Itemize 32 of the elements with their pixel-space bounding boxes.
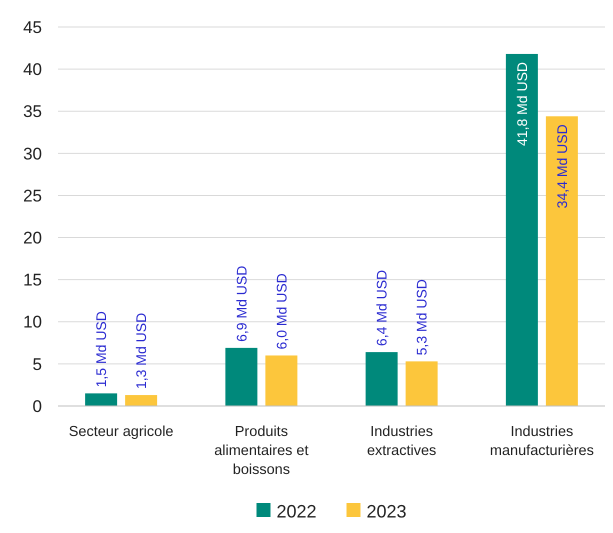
y-tick-label: 30 — [23, 144, 42, 164]
data-label: 41,8 Md USD — [514, 62, 530, 146]
y-tick-label: 5 — [32, 354, 42, 374]
y-tick-label: 0 — [32, 396, 42, 416]
bar — [225, 348, 258, 406]
bar — [85, 393, 118, 406]
y-tick-label: 25 — [23, 186, 42, 206]
data-label: 1,3 Md USD — [133, 312, 150, 390]
data-label: 6,0 Md USD — [273, 273, 290, 350]
data-label: 1,5 Md USD — [93, 311, 110, 388]
bar — [265, 355, 298, 406]
y-tick-label: 10 — [23, 312, 42, 332]
x-tick-label: Industries manufacturières — [490, 424, 594, 459]
legend-label: 2022 — [276, 501, 317, 522]
y-tick-label: 15 — [23, 270, 42, 290]
bar — [406, 361, 438, 406]
bar — [546, 116, 578, 406]
x-tick-label: Secteur agricole — [68, 424, 174, 440]
data-label: 5,3 Md USD — [414, 279, 430, 356]
y-tick-label: 45 — [23, 18, 42, 37]
legend-label: 2023 — [366, 501, 407, 522]
y-tick-label: 40 — [23, 60, 42, 80]
data-label: 34,4 Md USD — [554, 124, 570, 208]
x-tick-label: Industries extractives — [366, 424, 436, 459]
bar — [506, 54, 538, 406]
data-label: 6,9 Md USD — [233, 266, 250, 342]
data-label: 6,4 Md USD — [374, 270, 390, 346]
bar — [366, 352, 398, 406]
y-tick-label: 35 — [23, 102, 42, 122]
x-tick-label: Produits alimentaires et boissons — [214, 424, 309, 478]
y-tick-label: 20 — [23, 228, 42, 248]
bar — [125, 395, 158, 406]
